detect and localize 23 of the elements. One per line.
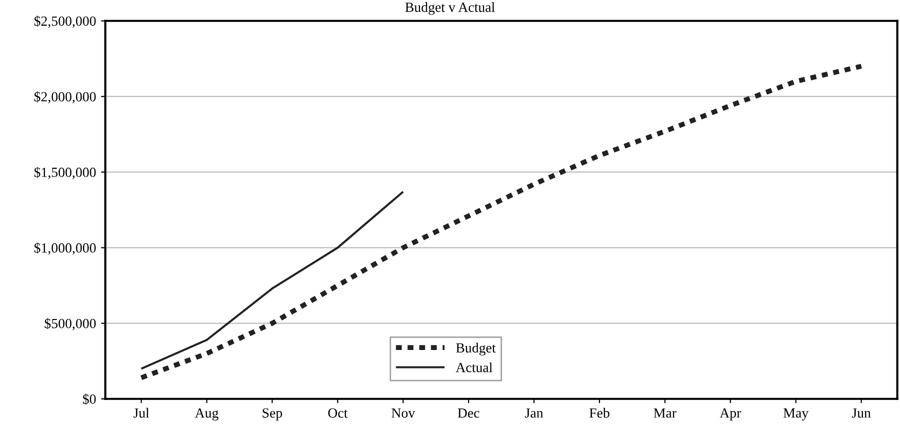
x-tick-label: Sep <box>262 408 282 421</box>
chart-title: Budget v Actual <box>405 2 495 15</box>
x-tick-label: Jun <box>852 408 871 418</box>
x-tick-label: Jul <box>133 408 150 418</box>
y-tick-label: $0 <box>82 394 96 405</box>
legend-label: Budget <box>456 342 496 356</box>
x-tick-label: Jan <box>525 408 544 418</box>
x-tick-label: Aug <box>194 408 218 421</box>
x-tick-label: Oct <box>328 408 348 418</box>
x-tick-label: Feb <box>589 408 610 418</box>
x-tick-label: May <box>784 408 809 421</box>
y-tick-label: $1,000,000 <box>34 242 96 255</box>
line-series <box>138 64 864 380</box>
legend-label: Actual <box>456 362 492 372</box>
y-tick-label: $1,500,000 <box>34 166 96 180</box>
line-series <box>140 190 404 370</box>
x-tick-label: Dec <box>458 408 480 418</box>
x-tick-label: Apr <box>720 408 742 421</box>
y-tick-label: $500,000 <box>44 318 96 330</box>
y-tick-label: $2,000,000 <box>34 91 96 104</box>
y-tick-label: $2,500,000 <box>34 16 96 28</box>
x-tick-label: Nov <box>392 408 416 418</box>
x-tick-label: Mar <box>654 408 676 418</box>
